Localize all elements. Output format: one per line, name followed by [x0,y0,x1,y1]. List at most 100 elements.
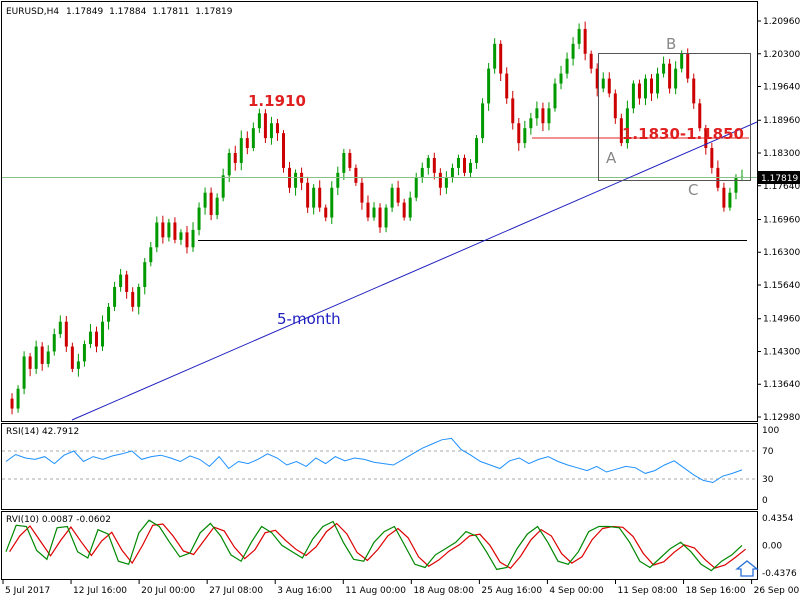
chart-shift-icon[interactable] [735,560,759,577]
candle-body [239,138,243,163]
candle [571,37,575,66]
candle [336,166,340,196]
candle [650,74,654,101]
candle-body [656,73,660,94]
candle [257,108,261,133]
candle [70,342,74,373]
candle [40,342,44,371]
candle-body [336,172,340,188]
candle [119,268,123,292]
candle [28,353,32,377]
candle [619,113,623,147]
candle-body [444,177,448,188]
candle-body [306,182,310,208]
candle [294,169,298,196]
candle [137,283,141,315]
candle [426,154,430,175]
candle-body [119,274,123,287]
candle [698,98,702,132]
candle [535,101,539,126]
candle-body [372,207,376,218]
candle-body [607,78,611,94]
candle [330,181,334,224]
candle-body [426,157,430,168]
candle [607,72,611,98]
trendline-5-month[interactable] [71,121,758,421]
candle [450,163,454,183]
candle-body [125,274,129,292]
price-tick-label: 1.16300 [763,248,800,258]
time-tick-label: 4 Sep 00:00 [549,586,604,596]
candle-body [499,43,503,74]
candle-body [227,153,231,176]
candle [583,21,587,61]
time-tick-label: 11 Aug 00:00 [345,586,406,596]
candle [173,217,177,244]
candle [203,187,207,215]
candle [143,258,147,295]
candle [306,176,310,213]
candle [275,118,279,141]
candle-body [595,68,599,89]
candle [360,177,364,210]
candle-body [233,153,237,163]
candle [161,215,165,244]
candle [88,323,92,348]
candle-body [535,108,539,119]
candle-body [462,157,466,173]
candle-body [523,128,527,144]
candle-body [692,78,696,104]
price-tick-label: 1.19640 [763,83,800,93]
candle [692,73,696,109]
price-panel-frame [1,1,758,422]
candle [511,90,515,130]
candle [722,182,726,212]
rvi-panel: 0.4354 0.00 -0.4376 [5,514,797,579]
price-tick-label: 1.14300 [763,347,800,357]
price-tick-label: 1.18960 [763,116,800,126]
candle-body [420,167,424,178]
price-tick-label: 1.20960 [763,17,800,27]
candle [408,191,412,221]
candle-body [438,172,442,188]
wave-box[interactable] [598,53,751,181]
candle-body [643,78,647,99]
candle-body [155,222,159,248]
candle-body [722,187,726,208]
candle-body [354,167,358,183]
candle-body [185,232,189,248]
candle-body [414,177,418,198]
symbol-header: EURUSD,H4 1.17849 1.17884 1.17811 1.1781… [6,7,233,17]
peak-label: 1.1910 [248,92,306,110]
candle [456,154,460,176]
candle-body [161,222,165,238]
candle [499,40,503,82]
candle-body [143,262,147,287]
candle-body [619,118,623,144]
candle-body [366,202,370,218]
candle [215,193,219,220]
candle-body [34,346,38,369]
candle-body [191,229,195,248]
candle-body [149,247,153,263]
candle [656,67,660,99]
current-price-text: 1.17819 [761,174,798,184]
rvi-main-line [5,519,743,572]
candle [529,112,533,135]
price-tick-label: 1.12980 [763,413,800,423]
candle-body [601,78,605,89]
candle [577,23,581,50]
candle-body [529,118,533,129]
candle [637,79,641,105]
candle [185,226,189,254]
candle-body [553,83,557,109]
rsi-axis-label: 70 [762,447,774,457]
candle-body [390,187,394,208]
candle [227,148,231,183]
candle-body [342,153,346,173]
candle [716,160,720,192]
candle-body [698,103,702,129]
candle [318,180,322,212]
candle-body [517,123,521,144]
